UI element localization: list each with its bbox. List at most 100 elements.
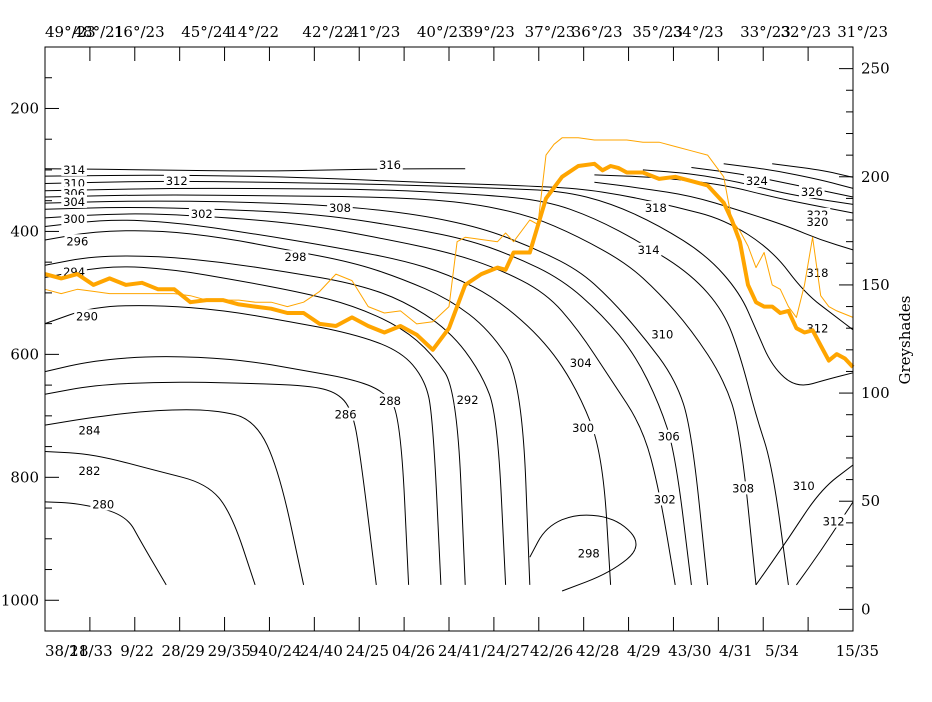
isentrope-294-7: [44, 255, 507, 585]
isentrope-label-bg: [655, 429, 682, 443]
isentrope-324-22: [723, 163, 854, 189]
isentrope-label-bg: [188, 207, 215, 221]
right-tick-label: 100: [861, 384, 890, 402]
isentrope-label: 298: [578, 547, 600, 561]
top-label: 31°/23: [837, 23, 888, 41]
left-tick-label: 600: [10, 345, 39, 363]
isentrope-label-bg: [567, 355, 594, 369]
top-label: 41°/23: [350, 23, 401, 41]
isentrope-label: 282: [78, 464, 100, 478]
isentrope-286-3: [44, 381, 377, 585]
right-tick-label: 50: [861, 492, 880, 510]
isentrope-label: 310: [793, 479, 815, 493]
isentrope-label-bg: [61, 162, 87, 176]
left-tick-label: 800: [10, 468, 39, 486]
isentrope-label-bg: [744, 174, 770, 188]
isentrope-label-bg: [327, 201, 353, 215]
bottom-label: 42/26: [530, 642, 573, 660]
isentrope-label-bg: [643, 201, 669, 215]
greyshade-series: [44, 137, 855, 369]
right-tick-label: 150: [861, 276, 890, 294]
isentrope-label-bg: [332, 407, 359, 421]
right-axis-title: Greyshades: [896, 296, 914, 385]
isentrope-298-9: [44, 219, 612, 585]
isentrope-label-bg: [377, 394, 403, 408]
isentrope-label: 318: [645, 201, 667, 215]
isentrope-label-bg: [76, 464, 103, 478]
bottom-label: 18/33: [69, 642, 112, 660]
isentrope-labels: 3143103063043002962942902842822803123022…: [61, 158, 847, 561]
isentrope-302-11: [44, 206, 692, 585]
left-tick-label: 200: [10, 99, 39, 117]
plot-frame: [44, 46, 854, 632]
isentrope-label-bg: [377, 158, 403, 172]
bottom-label: 4/29: [627, 642, 661, 660]
isentrope-label-bg: [282, 250, 309, 264]
isentrope-label: 320: [806, 215, 828, 229]
top-label: 39°/23: [464, 23, 515, 41]
bottom-label: /24/27: [481, 642, 529, 660]
bottom-label: 940/24: [249, 642, 302, 660]
bottom-label: 38/21: [45, 642, 88, 660]
isentrope-label-bg: [635, 242, 662, 256]
isentrope-label: 284: [78, 424, 100, 438]
isentrope-290-5: [44, 305, 442, 585]
left-tick-label: 1000: [1, 591, 39, 609]
isentrope-label: 324: [746, 174, 768, 188]
isentrope-label: 296: [66, 234, 88, 248]
isentrope-320-20: [642, 169, 854, 205]
isentrope-label: 306: [658, 430, 680, 444]
top-label: 32°/23: [780, 23, 831, 41]
isentrope-label: 298: [285, 250, 307, 264]
isentrope-label-bg: [820, 514, 847, 528]
isentrope-label: 310: [651, 328, 673, 342]
isentrope-label: 304: [570, 356, 592, 370]
bottom-label: 28/29: [162, 642, 205, 660]
isentrope-label: 288: [379, 394, 401, 408]
isentrope-label: 302: [191, 207, 213, 221]
isentrope-label: 304: [63, 195, 85, 209]
isentrope-label: 302: [654, 492, 676, 506]
isentrope-312-16: [44, 174, 854, 331]
isentrope-label: 280: [92, 497, 114, 511]
top-label: 16°/23: [114, 23, 165, 41]
isentrope-label-bg: [64, 234, 91, 248]
bottom-label: 9/22: [120, 642, 154, 660]
top-label: 36°/23: [572, 23, 623, 41]
series-thick-orange: [44, 161, 855, 369]
top-label: 35°/23: [632, 23, 683, 41]
bottom-label: 4/31: [719, 642, 753, 660]
bottom-label: 43/30: [668, 642, 711, 660]
isentrope-label: 292: [457, 393, 479, 407]
isentrope-308-14: [44, 187, 789, 585]
top-label: 37°/23: [525, 23, 576, 41]
isentrope-label: 300: [572, 421, 594, 435]
isentrope-label-bg: [790, 478, 817, 492]
isentrope-316-18: [594, 181, 854, 251]
isentrope-296-8: [44, 230, 531, 585]
isentrope-280-0: [44, 501, 167, 586]
isentrope-label-bg: [730, 481, 756, 495]
top-label: 40°/23: [417, 23, 468, 41]
isentrope-label: 300: [63, 212, 85, 226]
isentrope-label: 286: [335, 408, 357, 422]
isentrope-label-bg: [804, 215, 831, 229]
isentrope-label-bg: [61, 176, 87, 190]
axis-ticks: [44, 46, 854, 632]
isentrope-306-13: [44, 194, 757, 585]
top-label: 14°/22: [228, 23, 279, 41]
bottom-label: 15/35: [836, 642, 879, 660]
bottom-label: 24/25: [346, 642, 389, 660]
isentrope-284-2: [44, 409, 305, 586]
isentrope-label-bg: [76, 423, 103, 437]
isentrope-label-bg: [651, 492, 678, 506]
isentrope-304-12: [44, 200, 709, 585]
isentrope-298-26: [529, 514, 637, 592]
isentrope-label-bg: [649, 327, 676, 341]
isentrope-300-10: [44, 213, 676, 585]
isentrope-label-bg: [163, 174, 190, 188]
isentrope-label-bg: [570, 421, 596, 435]
